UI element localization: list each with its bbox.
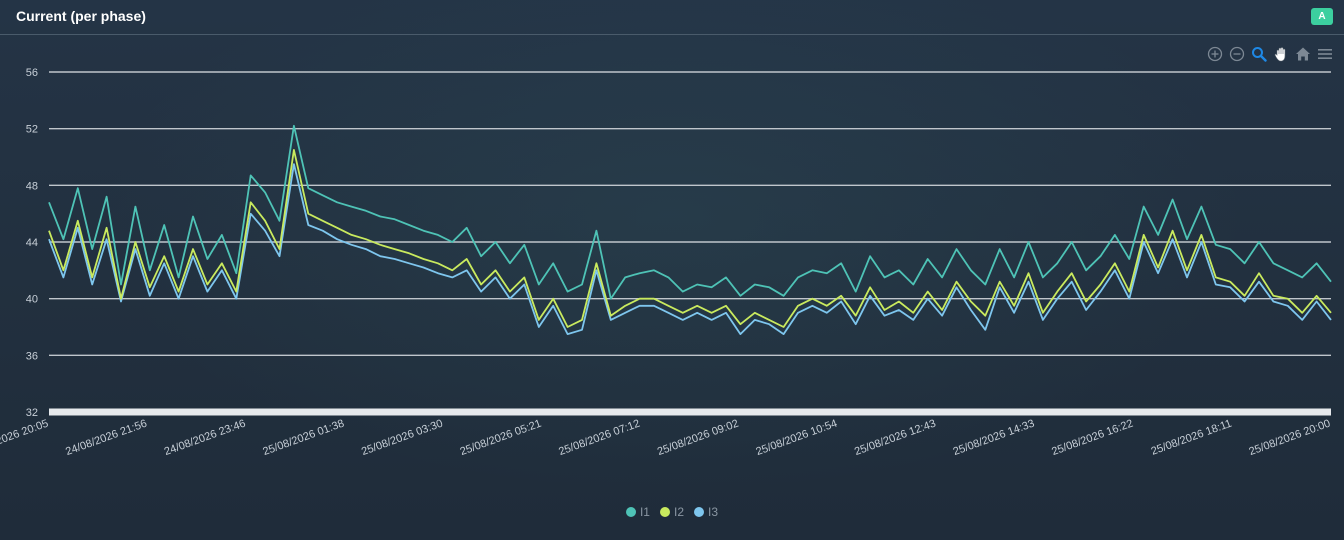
x-axis: 24/08/2026 20:05 24/08/2026 21:56 24/08/20… xyxy=(0,418,1332,459)
x-tick-label: 25/08/2026 05:21 xyxy=(459,418,544,459)
x-tick-label: 24/08/2026 23:46 xyxy=(163,418,248,459)
y-tick-label: 48 xyxy=(26,180,38,192)
x-tick-label: 25/08/2026 03:30 xyxy=(360,418,445,459)
series-line-i1[interactable] xyxy=(48,124,1332,300)
legend-label-i1: I1 xyxy=(639,505,650,519)
x-tick-label: 25/08/2026 01:38 xyxy=(261,418,346,459)
chart-toolbar xyxy=(1206,45,1334,63)
legend-marker-i1 xyxy=(625,507,636,517)
x-tick-label: 25/08/2026 18:11 xyxy=(1150,418,1234,458)
x-tick-label: 25/08/2026 14:33 xyxy=(952,418,1037,459)
x-tick-label: 24/08/2026 21:56 xyxy=(64,418,149,459)
y-tick-label: 40 xyxy=(26,294,38,306)
legend-marker-i3 xyxy=(694,507,704,517)
legend-item-i1[interactable]: I1 xyxy=(625,505,650,519)
y-tick-label: 32 xyxy=(26,407,38,419)
reset-zoom-button[interactable] xyxy=(1294,45,1312,63)
zoom-in-icon xyxy=(1207,46,1223,62)
legend-item-i3[interactable]: I3 xyxy=(694,505,718,519)
legend-item-i2[interactable]: I2 xyxy=(659,505,684,519)
pan-icon xyxy=(1274,47,1286,62)
y-tick-label: 44 xyxy=(26,237,38,249)
x-tick-label: 25/08/2026 09:02 xyxy=(656,418,741,459)
y-tick-label: 36 xyxy=(26,350,38,362)
selection-zoom-icon xyxy=(1252,47,1267,62)
x-tick-label: 25/08/2026 12:43 xyxy=(853,418,938,459)
selection-zoom-button[interactable] xyxy=(1250,45,1268,63)
legend-label-i2: I2 xyxy=(673,505,684,519)
x-tick-label: 25/08/2026 07:12 xyxy=(557,418,642,459)
series-lines xyxy=(48,124,1332,336)
legend: I1 I2 I3 xyxy=(0,505,1344,519)
series-line-i3[interactable] xyxy=(48,163,1332,336)
x-tick-label: 25/08/2026 16:22 xyxy=(1050,418,1135,459)
unit-badge: A xyxy=(1311,8,1333,25)
zoom-out-button[interactable] xyxy=(1228,45,1246,63)
y-tick-label: 52 xyxy=(26,124,38,136)
chart-title: Current (per phase) xyxy=(16,8,146,24)
home-icon xyxy=(1296,47,1310,61)
card-header: Current (per phase) A xyxy=(0,0,1344,35)
legend-marker-i2 xyxy=(659,507,670,517)
zoom-out-icon xyxy=(1229,46,1245,62)
grid: 56 52 48 44 40 36 32 xyxy=(26,67,1331,419)
x-tick-label: 25/08/2026 10:54 xyxy=(754,418,839,459)
series-line-i2[interactable] xyxy=(48,149,1332,328)
pan-button[interactable] xyxy=(1272,45,1290,63)
x-tick-label: 25/08/2026 20:00 xyxy=(1247,418,1332,459)
menu-icon xyxy=(1318,49,1332,59)
y-tick-label: 56 xyxy=(26,67,38,79)
legend-label-i3: I3 xyxy=(708,505,719,519)
x-tick-label: 24/08/2026 20:05 xyxy=(0,418,50,459)
zoom-in-button[interactable] xyxy=(1206,45,1224,63)
menu-button[interactable] xyxy=(1316,45,1334,63)
